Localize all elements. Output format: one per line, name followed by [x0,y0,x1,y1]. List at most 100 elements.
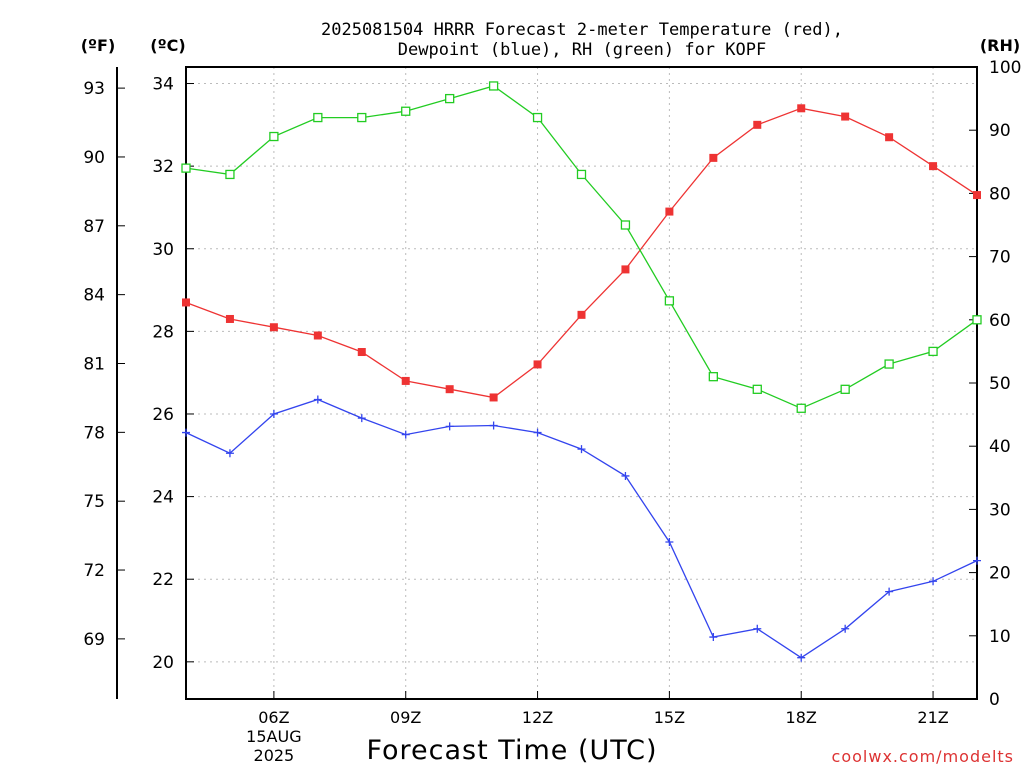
credit-text: coolwx.com/modelts [832,747,1014,766]
rh-data-point [181,163,191,173]
rh-tick-label: 10 [989,627,1011,647]
dewpoint-data-point [269,409,278,418]
x-tick-label: 06Z [258,708,289,727]
rh-data-point [928,346,938,357]
dewpoint-data-point [797,653,806,662]
fahrenheit-tick-label: 93 [83,79,105,99]
dewpoint-data-point [225,449,234,458]
rh-data-point [576,169,587,180]
fahrenheit-tick-label: 87 [83,217,105,237]
rh-data-point [445,93,455,104]
dewpoint-data-point [313,395,322,404]
x-date-label: 15AUG [246,727,301,746]
dewpoint-data-point [973,556,981,565]
rh-data-point [401,106,411,116]
temperature-data-point [709,153,718,162]
rh-data-point [664,296,675,306]
temperature-data-point [885,133,894,142]
dewpoint-data-point [533,428,542,437]
dewpoint-data-point [445,422,454,431]
temperature-data-point [841,112,850,121]
temperature-data-point [357,348,366,357]
dewpoint-data-point [489,421,498,430]
celsius-tick-label: 24 [152,488,174,508]
fahrenheit-tick-label: 75 [83,492,105,512]
temperature-data-point [665,207,674,216]
rh-data-point [972,315,982,325]
dewpoint-series-line [185,398,978,659]
rh-tick-label: 20 [989,564,1011,584]
temperature-data-point [577,310,586,319]
rh-data-point [840,384,850,394]
rh-data-point [620,220,631,230]
temperature-data-point [225,314,234,323]
temperature-data-point [401,376,410,385]
rh-tick-label: 40 [989,437,1011,457]
temperature-data-point [973,191,981,200]
temperature-data-point [182,298,190,307]
rh-data-point [269,131,279,142]
rh-data-point [357,112,367,123]
rh-series-line [185,85,978,410]
fahrenheit-tick-label: 90 [83,148,105,168]
series-layer [181,81,982,662]
rh-data-point [532,112,543,123]
rh-data-point [796,403,806,413]
rh-data-point [884,359,894,369]
dewpoint-data-point [841,624,850,633]
rh-data-point [313,112,323,123]
celsius-tick-label: 30 [152,240,174,260]
temperature-data-point [621,265,630,274]
rh-unit-label: (RH) [980,36,1020,55]
dewpoint-data-point [753,624,762,633]
x-tick-label: 15Z [654,708,685,727]
celsius-tick-label: 20 [152,653,174,673]
celsius-tick-label: 34 [152,75,174,95]
chart-title-line1: 2025081504 HRRR Forecast 2-meter Tempera… [321,20,843,40]
dewpoint-data-point [665,538,674,547]
dewpoint-data-point [621,471,630,480]
axis-layer [116,66,978,700]
dewpoint-data-point [885,587,894,596]
celsius-tick-label: 28 [152,322,174,342]
fahrenheit-unit-label: (ºF) [81,36,116,55]
temperature-data-point [445,385,454,394]
rh-data-point [708,372,718,382]
celsius-unit-label: (ºC) [150,36,185,55]
plot-frame [185,66,978,700]
fahrenheit-tick-label: 69 [83,630,105,650]
dewpoint-data-point [182,428,190,437]
x-axis-title: Forecast Time (UTC) [366,735,657,766]
fahrenheit-tick-label: 81 [83,354,105,374]
temperature-data-point [753,120,762,129]
rh-tick-label: 60 [989,311,1011,331]
rh-tick-label: 0 [989,690,1000,710]
x-tick-label: 12Z [522,708,553,727]
rh-tick-label: 90 [989,121,1011,141]
celsius-tick-label: 32 [152,157,174,177]
x-year-label: 2025 [254,746,295,765]
x-tick-label: 09Z [390,708,421,727]
temperature-data-point [533,360,542,369]
x-tick-label: 18Z [786,708,817,727]
dewpoint-data-point [577,445,586,454]
celsius-tick-label: 26 [152,405,174,425]
grid-layer [186,67,977,699]
dewpoint-data-point [929,577,938,586]
rh-tick-label: 80 [989,184,1011,204]
fahrenheit-tick-label: 84 [83,286,105,306]
temperature-data-point [929,162,938,171]
fahrenheit-tick-label: 78 [83,423,105,443]
rh-tick-label: 50 [989,374,1011,394]
rh-data-point [225,169,235,180]
temperature-data-point [313,331,322,340]
rh-tick-label: 100 [989,58,1021,78]
temperature-series-line [185,107,978,399]
rh-tick-label: 30 [989,500,1011,520]
dewpoint-data-point [357,414,366,423]
temperature-data-point [269,323,278,332]
temperature-data-point [797,104,806,113]
celsius-tick-label: 22 [152,570,174,590]
